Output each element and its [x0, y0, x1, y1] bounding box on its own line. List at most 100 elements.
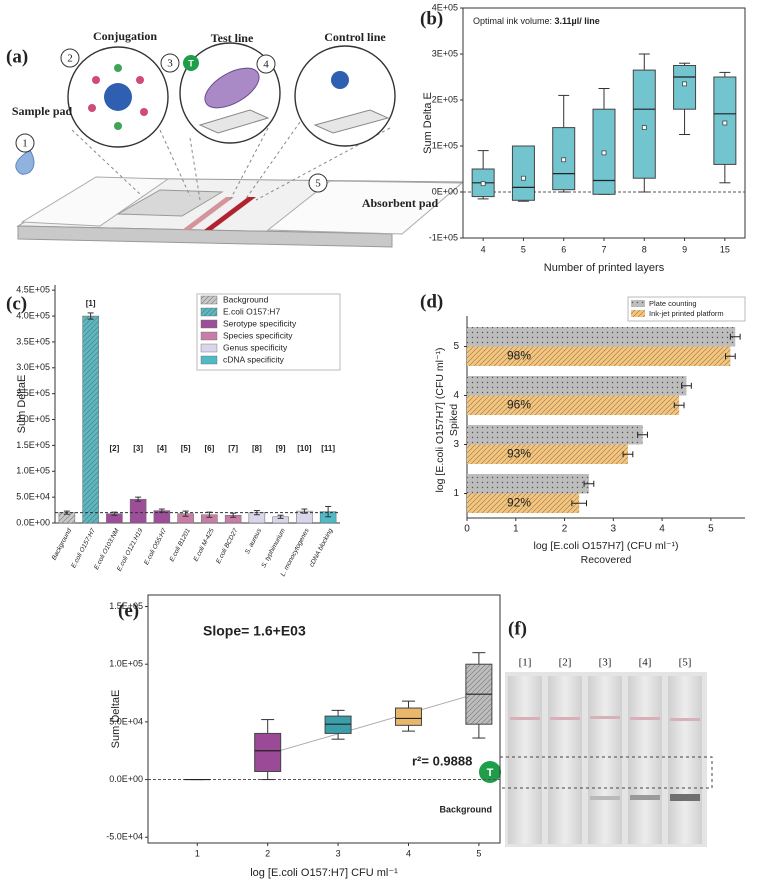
- axis-label: Recovered: [581, 554, 632, 566]
- legend-label: cDNA specificity: [223, 354, 285, 364]
- mean: [601, 150, 607, 156]
- x-tick-label: 15: [720, 244, 730, 254]
- mean: [641, 125, 647, 130]
- x-tick-label: 5: [476, 848, 481, 858]
- control-line: [204, 197, 256, 230]
- annotation-value: 3.11µl/ line: [555, 16, 600, 26]
- x-tick-label: 8: [642, 244, 647, 254]
- x-tick-label: 4: [481, 244, 486, 254]
- y-tick-label: 5.0E+04: [109, 716, 143, 726]
- fit-line: [267, 692, 480, 755]
- droplet: [15, 149, 35, 175]
- y-tick-label: 2E+05: [432, 94, 458, 104]
- bar-label: [8]: [252, 444, 262, 453]
- legend-swatch: [200, 319, 218, 329]
- bar-label: [10]: [297, 444, 312, 453]
- axis-label: log [E.coli O157:H7] CFU ml⁻¹: [250, 867, 398, 879]
- axis-label: Sum DeltaE: [110, 690, 122, 749]
- x-tick-label: 0: [464, 524, 470, 535]
- x-tick-label: 3: [611, 524, 617, 535]
- bar-label: [5]: [181, 444, 191, 453]
- bar: [467, 425, 643, 445]
- legend-swatch: [200, 343, 218, 353]
- test-line: [182, 197, 234, 230]
- y-tick-label: 0.0E+00: [109, 774, 143, 784]
- bar-label: [9]: [276, 444, 286, 453]
- y-tick-label: 2.0E+05: [16, 414, 50, 424]
- annotation: r²= 0.9888: [412, 753, 472, 768]
- x-tick-label: 4: [659, 524, 665, 535]
- panel-label: (f): [508, 618, 527, 639]
- bar-label: [11]: [321, 444, 335, 453]
- y-tick-label: 1.5E+05: [109, 601, 143, 611]
- bar: [467, 395, 680, 415]
- y-tick-label: 0.0E+00: [16, 517, 50, 527]
- panel-label: (a): [6, 46, 28, 67]
- label: Conjugation: [93, 29, 157, 43]
- box: [632, 69, 656, 179]
- legend-swatch: [631, 300, 645, 307]
- axis-label: Spiked: [448, 404, 460, 436]
- x-tick-label: S. aureus: [244, 527, 264, 556]
- x-tick-label: E.coli O157:H7: [70, 527, 97, 569]
- x-tick-label: E.coli BCD27: [215, 527, 240, 565]
- y-tick-label: 5.0E+04: [16, 492, 50, 502]
- annotation: Optimal ink volume: 3.11µl/ line: [473, 16, 600, 26]
- y-tick-label: 1.0E+05: [16, 466, 50, 476]
- step-number: 5: [315, 178, 321, 190]
- mean: [722, 120, 728, 126]
- bar-label: [3]: [133, 444, 143, 453]
- y-tick-label: 0E+00: [432, 186, 458, 196]
- x-tick-label: cDNA blocking: [308, 527, 334, 568]
- lane-label: [5]: [679, 657, 692, 669]
- label: Absorbent pad: [362, 196, 439, 210]
- legend-box: [196, 293, 341, 371]
- x-tick-label: 3: [336, 848, 341, 858]
- x-tick-label: S. typhimurium: [260, 527, 287, 569]
- x-tick-label: E.coli O55:H7: [143, 527, 168, 566]
- badge: [479, 761, 501, 783]
- legend-box: [627, 296, 746, 322]
- absorbent-pad: [266, 180, 464, 235]
- bar-label: [2]: [109, 444, 119, 453]
- legend-label: Serotype specificity: [223, 318, 297, 328]
- y-tick-label: 2.5E+05: [16, 388, 50, 398]
- strips: [508, 676, 702, 844]
- bacterium: [204, 67, 260, 109]
- legend-label: Ink-jet printed platform: [649, 309, 724, 318]
- legend-label: Background: [223, 294, 269, 304]
- step-number: 2: [67, 53, 73, 65]
- y-tick-label: 4E+05: [432, 2, 458, 12]
- y-tick-label: 3.0E+05: [16, 362, 50, 372]
- y-tick-label: 4: [453, 390, 459, 401]
- membrane: [198, 109, 270, 134]
- annotation: Slope= 1.6+E03: [203, 623, 306, 639]
- test-bands: [590, 794, 700, 801]
- box: [254, 732, 282, 772]
- x-tick-label: 2: [562, 524, 568, 535]
- x-tick-label: 2: [265, 848, 270, 858]
- badge-text: T: [188, 58, 194, 68]
- annotation: Background: [439, 804, 492, 814]
- x-tick-label: 9: [682, 244, 687, 254]
- x-tick-label: E.coli M-425: [193, 527, 216, 563]
- legend-swatch: [631, 310, 645, 317]
- label: Control line: [324, 30, 386, 44]
- lane-label: [4]: [639, 657, 652, 669]
- legend-label: Plate counting: [649, 299, 697, 308]
- axis-label: Sum Delta E: [422, 92, 434, 154]
- panel-label: (e): [118, 600, 139, 621]
- bar: [82, 315, 99, 524]
- badge: [183, 55, 199, 71]
- lane-label: [3]: [599, 657, 612, 669]
- nanoparticle: [331, 71, 349, 89]
- step-circles: [15, 48, 328, 193]
- bar: [467, 493, 580, 513]
- control-bands: [510, 716, 700, 721]
- y-tick-label: 5: [453, 341, 459, 352]
- x-tick-label: 5: [708, 524, 714, 535]
- x-tick-label: E.coli B1201: [169, 527, 192, 563]
- x-tick-label: E.coli O103:NM: [93, 527, 121, 571]
- control-line-zoom: [294, 45, 396, 147]
